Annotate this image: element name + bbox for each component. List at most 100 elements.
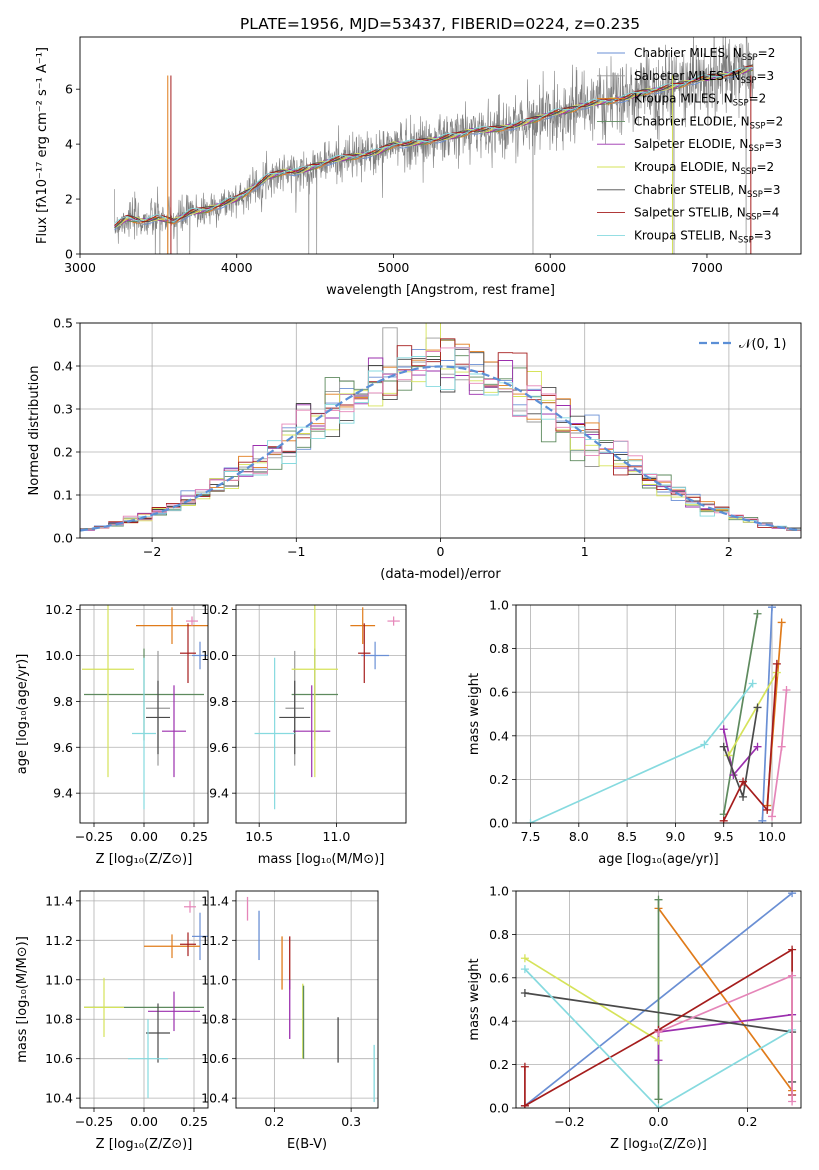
legend-entry: Chabrier STELIB, NSSP=3 — [634, 183, 781, 200]
y-tick-label: 11.4 — [201, 893, 229, 908]
y-tick-label: 10.4 — [45, 1091, 73, 1106]
y-tick-label: 11.4 — [45, 893, 73, 908]
plot-area-age-vs-mass — [254, 605, 400, 810]
y-tick-label: 10.0 — [201, 648, 229, 663]
weight-line — [722, 613, 759, 815]
y-tick-label: 10.6 — [201, 1051, 229, 1066]
y-tick-label: 10.0 — [45, 648, 73, 663]
weight-marker — [758, 816, 767, 823]
y-tick-label: 0.3 — [53, 402, 73, 417]
y-tick-label: 0.4 — [489, 728, 509, 743]
weight-marker — [654, 1095, 663, 1104]
x-tick-label: −2 — [143, 544, 161, 559]
panel-weight-vs-Z: −0.2 0.0 0.2 0.0 0.2 0.4 0.6 0.8 1.0 Z [log₁₀(Z/Z… — [467, 884, 802, 1152]
x-tick-label: 6000 — [534, 260, 566, 275]
panel-mass-vs-Z: −0.25 0.00 0.25 10.4 10.6 10.8 11.0 11.2 11.4 Z [… — [15, 890, 209, 1152]
x-tick-label: 0.25 — [180, 829, 208, 844]
axes-frame — [79, 890, 209, 1109]
y-tick-label: 0.6 — [489, 685, 509, 700]
y-tick-label: 0.2 — [489, 1057, 509, 1072]
histogram-extra — [80, 347, 801, 532]
plot-area-mass-vs-ebv — [246, 896, 375, 1103]
y-tick-label: 9.6 — [209, 740, 229, 755]
legend-entry: Chabrier MILES, NSSP=2 — [634, 46, 775, 63]
y-tick-label: 9.8 — [53, 694, 73, 709]
axes-frame — [79, 604, 209, 824]
model-line-salpeter-elodie — [114, 67, 754, 227]
weight-line — [658, 974, 793, 1102]
panel-weight-vs-age: 7.5 8.0 8.5 9.0 9.5 10.0 0.0 0.2 0.4 0.6 0.8 1.0 age… — [467, 598, 802, 867]
plot-area-mass-vs-Z — [84, 900, 208, 1099]
panel-age-vs-Z: −0.25 0.00 0.25 9.4 9.6 9.8 10.0 10.2 Z [log₁₀(Z… — [15, 602, 209, 867]
x-tick-label: 0.3 — [341, 1114, 361, 1129]
axes-frame — [515, 890, 802, 1109]
x-axis-label: Z [log₁₀(Z/Z⊙)] — [96, 1137, 193, 1152]
weight-marker — [520, 1101, 529, 1108]
weight-marker — [719, 742, 728, 751]
normal-curve — [80, 365, 799, 532]
x-tick-label: 0.00 — [130, 1114, 158, 1129]
weight-marker — [788, 945, 797, 954]
y-axis-label: Flux [fλ10⁻¹⁷ erg cm⁻² s⁻¹ A⁻¹] — [35, 47, 50, 244]
y-tick-label: 9.4 — [53, 786, 73, 801]
weight-marker — [748, 679, 757, 688]
weight-marker — [520, 954, 529, 963]
x-axis-label: E(B-V) — [287, 1137, 327, 1152]
x-axis-label: (data-model)/error — [380, 567, 501, 582]
weight-line — [657, 907, 793, 1092]
legend-entry: Kroupa STELIB, NSSP=3 — [634, 228, 772, 245]
y-tick-label: 11.0 — [45, 972, 73, 987]
legend-entry-normal: 𝒩(0, 1) — [739, 337, 786, 352]
weight-marker — [719, 725, 728, 734]
y-tick-label: 1.0 — [489, 884, 509, 899]
legend-entry: Salpeter ELODIE, NSSP=3 — [634, 137, 782, 154]
weight-marker — [719, 816, 728, 823]
weight-line — [722, 663, 778, 822]
weight-marker — [700, 740, 709, 749]
legend-entry: Salpeter MILES, NSSP=3 — [634, 69, 774, 86]
weight-line — [530, 682, 754, 823]
weight-marker — [520, 965, 529, 974]
y-tick-label: 0.2 — [489, 772, 509, 787]
y-tick-label: 10.4 — [201, 1091, 229, 1106]
x-tick-label: −0.25 — [75, 1114, 113, 1129]
y-tick-label: 10.2 — [201, 602, 229, 617]
axes-frame — [235, 890, 379, 1109]
y-tick-label: 0.8 — [489, 927, 509, 942]
panel-age-vs-mass: 10.5 11.0 9.4 9.6 9.8 10.0 10.2 mass [log₁₀(M/M… — [201, 602, 407, 867]
y-tick-label: 10.8 — [201, 1012, 229, 1027]
spectrum-data-line — [114, 37, 755, 254]
x-tick-label: 11.0 — [323, 829, 351, 844]
y-tick-label: 10.2 — [45, 602, 73, 617]
y-axis-label: mass [log₁₀(M/M⊙)] — [15, 936, 30, 1063]
x-tick-label: 4000 — [221, 260, 253, 275]
weight-marker — [654, 1036, 663, 1045]
y-tick-label: 9.8 — [209, 694, 229, 709]
y-tick-label: 0.0 — [53, 531, 73, 546]
weight-marker — [768, 605, 777, 612]
weight-line — [524, 968, 793, 1108]
plot-area-weight-vs-Z — [520, 891, 797, 1108]
x-tick-label: 0.25 — [180, 1114, 208, 1129]
weight-marker — [788, 971, 797, 980]
x-tick-label: 10.5 — [245, 829, 273, 844]
weight-line — [727, 672, 778, 756]
weight-marker — [654, 1028, 663, 1037]
x-tick-label: 0.00 — [130, 829, 158, 844]
y-tick-label: 6 — [65, 82, 73, 97]
y-axis-label: mass weight — [467, 673, 482, 755]
y-tick-label: 9.4 — [209, 786, 229, 801]
y-tick-label: 11.0 — [201, 972, 229, 987]
y-tick-label: 11.2 — [45, 933, 73, 948]
plot-area-weight-vs-age — [526, 605, 791, 823]
panel-histogram: −2 −1 0 1 2 0.0 0.1 0.2 0.3 0.4 0.5 (data-model)/er… — [27, 316, 802, 582]
x-tick-label: 0.2 — [264, 1114, 284, 1129]
weight-line — [761, 607, 773, 821]
y-tick-label: 0.0 — [489, 1101, 509, 1116]
weight-marker — [654, 1056, 663, 1065]
y-tick-label: 9.6 — [53, 740, 73, 755]
x-tick-label: 8.5 — [617, 829, 637, 844]
legend-entry: Chabrier ELODIE, NSSP=2 — [634, 114, 783, 131]
x-axis-label: age [log₁₀(age/yr)] — [598, 852, 719, 867]
